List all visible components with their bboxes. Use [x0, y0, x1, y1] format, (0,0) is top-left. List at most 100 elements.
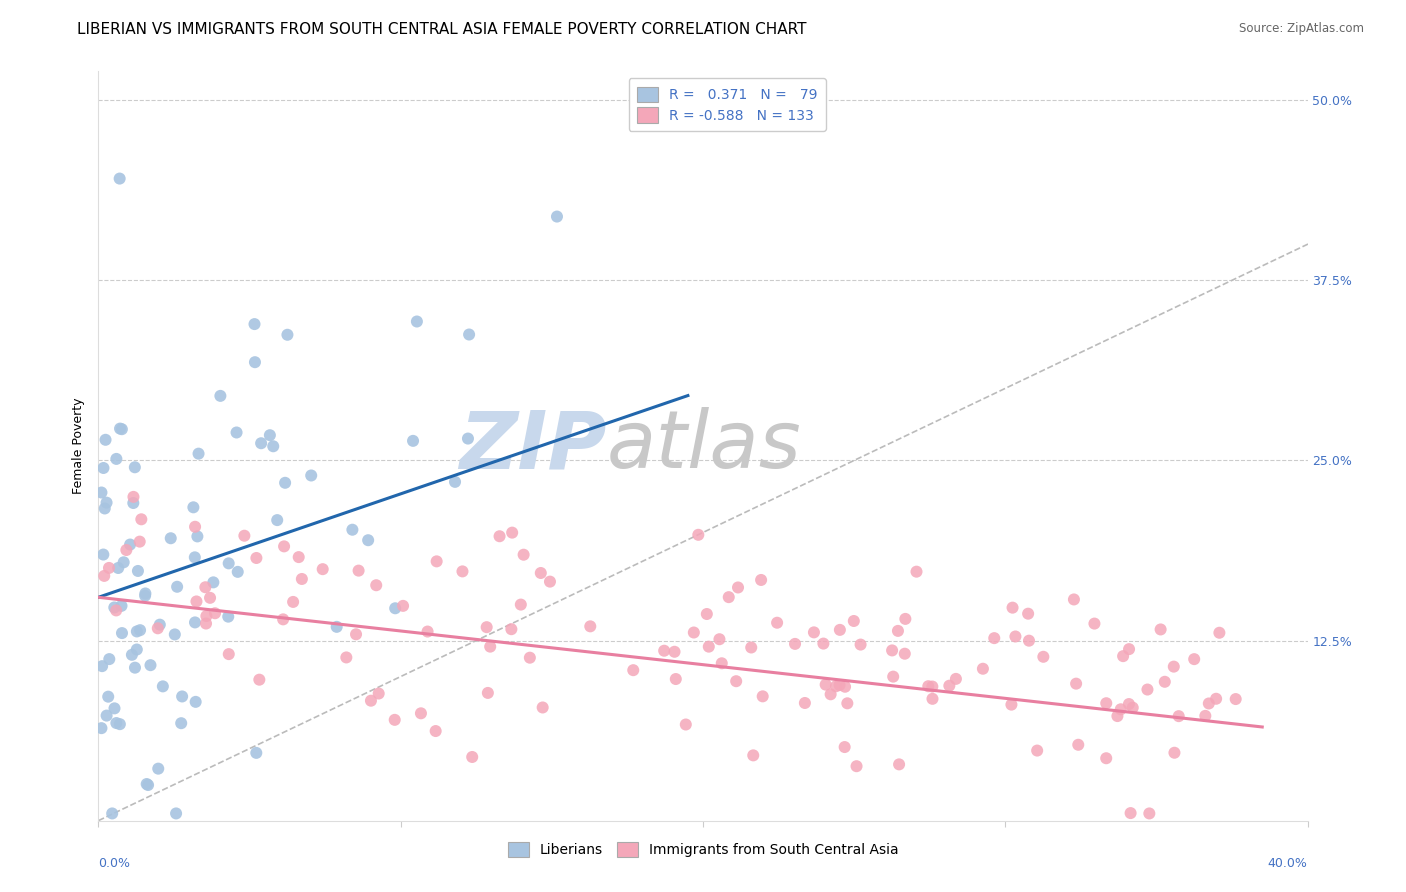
- Point: [983, 631, 1005, 645]
- Point: [209, 389, 232, 403]
- Point: [1112, 649, 1135, 664]
- Text: LIBERIAN VS IMMIGRANTS FROM SOUTH CENTRAL ASIA FEMALE POVERTY CORRELATION CHART: LIBERIAN VS IMMIGRANTS FROM SOUTH CENTRA…: [77, 22, 807, 37]
- Point: [652, 644, 675, 658]
- Point: [198, 591, 221, 605]
- Point: [122, 490, 145, 504]
- Point: [148, 762, 170, 776]
- Point: [187, 447, 209, 461]
- Point: [186, 529, 208, 543]
- Point: [710, 657, 733, 671]
- Point: [135, 777, 157, 791]
- Point: [233, 529, 256, 543]
- Point: [124, 460, 146, 475]
- Point: [426, 554, 449, 568]
- Point: [226, 565, 249, 579]
- Point: [917, 679, 939, 693]
- Point: [291, 572, 314, 586]
- Point: [546, 210, 568, 224]
- Point: [146, 621, 169, 635]
- Point: [266, 513, 288, 527]
- Point: [834, 740, 856, 755]
- Point: [312, 562, 335, 576]
- Point: [127, 564, 149, 578]
- Point: [887, 624, 910, 638]
- Point: [1018, 633, 1040, 648]
- Point: [115, 543, 138, 558]
- Point: [204, 606, 226, 620]
- Point: [501, 525, 523, 540]
- Point: [184, 695, 207, 709]
- Point: [1137, 806, 1160, 821]
- Point: [894, 612, 917, 626]
- Point: [1208, 625, 1230, 640]
- Point: [1004, 630, 1026, 644]
- Point: [105, 451, 128, 466]
- Point: [1182, 652, 1205, 666]
- Point: [1064, 676, 1087, 690]
- Point: [159, 531, 181, 545]
- Point: [250, 436, 273, 450]
- Point: [139, 658, 162, 673]
- Point: [697, 640, 720, 654]
- Point: [94, 501, 117, 516]
- Point: [245, 746, 267, 760]
- Point: [366, 578, 388, 592]
- Point: [357, 533, 380, 548]
- Point: [621, 663, 644, 677]
- Point: [202, 575, 225, 590]
- Point: [194, 580, 217, 594]
- Point: [825, 679, 848, 693]
- Point: [457, 432, 479, 446]
- Point: [1109, 702, 1132, 716]
- Point: [367, 686, 389, 700]
- Point: [108, 421, 131, 435]
- Point: [120, 537, 142, 551]
- Point: [1119, 806, 1142, 821]
- Point: [682, 625, 704, 640]
- Point: [1000, 698, 1022, 712]
- Point: [740, 640, 762, 655]
- Point: [217, 609, 239, 624]
- Point: [281, 595, 304, 609]
- Point: [91, 548, 114, 562]
- Point: [530, 566, 553, 580]
- Point: [347, 564, 370, 578]
- Point: [458, 327, 481, 342]
- Point: [1153, 674, 1175, 689]
- Point: [247, 673, 270, 687]
- Point: [103, 701, 125, 715]
- Point: [477, 686, 499, 700]
- Point: [751, 690, 773, 704]
- Point: [134, 589, 156, 603]
- Point: [1083, 616, 1105, 631]
- Point: [783, 637, 806, 651]
- Point: [128, 534, 150, 549]
- Point: [170, 716, 193, 731]
- Point: [163, 627, 186, 641]
- Point: [849, 638, 872, 652]
- Point: [245, 551, 267, 566]
- Point: [91, 659, 114, 673]
- Point: [813, 637, 835, 651]
- Point: [98, 561, 121, 575]
- Point: [195, 609, 218, 624]
- Point: [887, 757, 910, 772]
- Point: [287, 550, 309, 565]
- Point: [108, 717, 131, 731]
- Point: [225, 425, 247, 440]
- Point: [101, 806, 124, 821]
- Point: [479, 640, 502, 654]
- Point: [1122, 700, 1144, 714]
- Point: [1026, 743, 1049, 757]
- Point: [152, 679, 174, 693]
- Point: [475, 620, 498, 634]
- Point: [195, 616, 218, 631]
- Point: [262, 439, 284, 453]
- Point: [344, 627, 367, 641]
- Point: [742, 748, 765, 763]
- Point: [125, 624, 148, 639]
- Text: 40.0%: 40.0%: [1268, 856, 1308, 870]
- Point: [273, 540, 295, 554]
- Point: [93, 569, 115, 583]
- Point: [696, 607, 718, 621]
